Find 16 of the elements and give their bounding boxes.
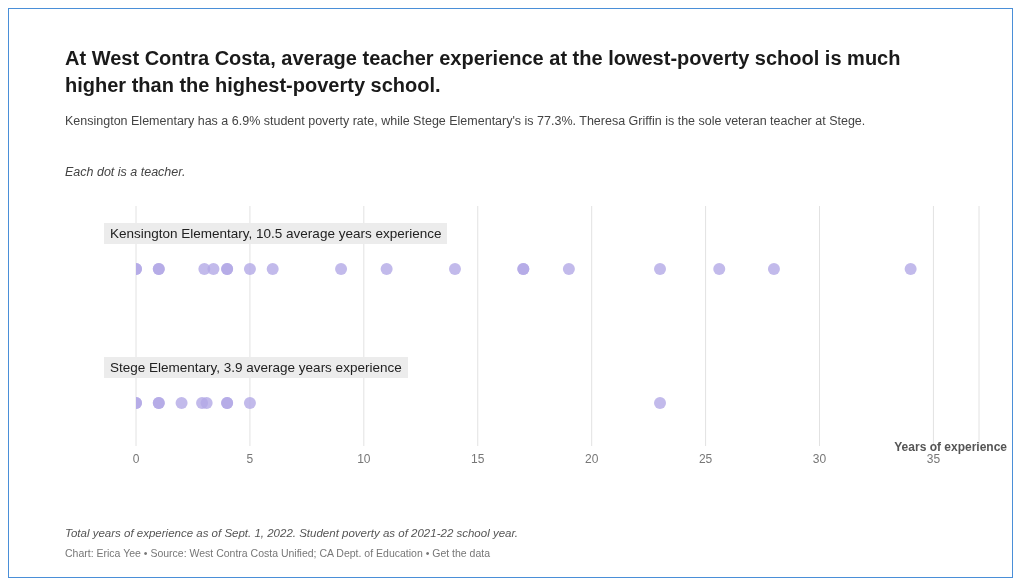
text: Chart: Erica Yee • Source: West Contra Costa Unified; CA Dept. of Education • Get the data (65, 547, 491, 559)
text: Total years of experience as of Sept. 1, 2022. Student poverty as of 2021-22 school year. (65, 527, 519, 539)
chart-title: At West Contra Costa, average teacher experience at the lowest-poverty school is much higher than the highest-poverty school. (65, 46, 902, 98)
x-tick-label: 35 (926, 451, 941, 466)
x-tick-label: 15 (471, 451, 485, 466)
x-tick-label: 25 (698, 451, 713, 466)
x-tick-label: 10 (357, 451, 371, 466)
chart-subtitle: Kensington Elementary has a 6.9% student poverty rate, while Stege Elementary's is 77.3%. Theresa Griffin is the sole veteran teacher at Stege. (65, 113, 867, 130)
x-axis-title: Years of experience (894, 440, 1007, 454)
x-tick-label: 30 (812, 451, 827, 466)
text: Each dot is a teacher. (65, 165, 186, 179)
y-tick-label: Kensington Elementary, 10.5 average years experience (104, 223, 448, 245)
x-tick-label: 0 (132, 451, 140, 466)
x-tick-label: 5 (246, 451, 254, 466)
x-tick-label: 20 (585, 451, 599, 466)
y-tick-label: Stege Elementary, 3.9 average years experience (104, 357, 408, 379)
